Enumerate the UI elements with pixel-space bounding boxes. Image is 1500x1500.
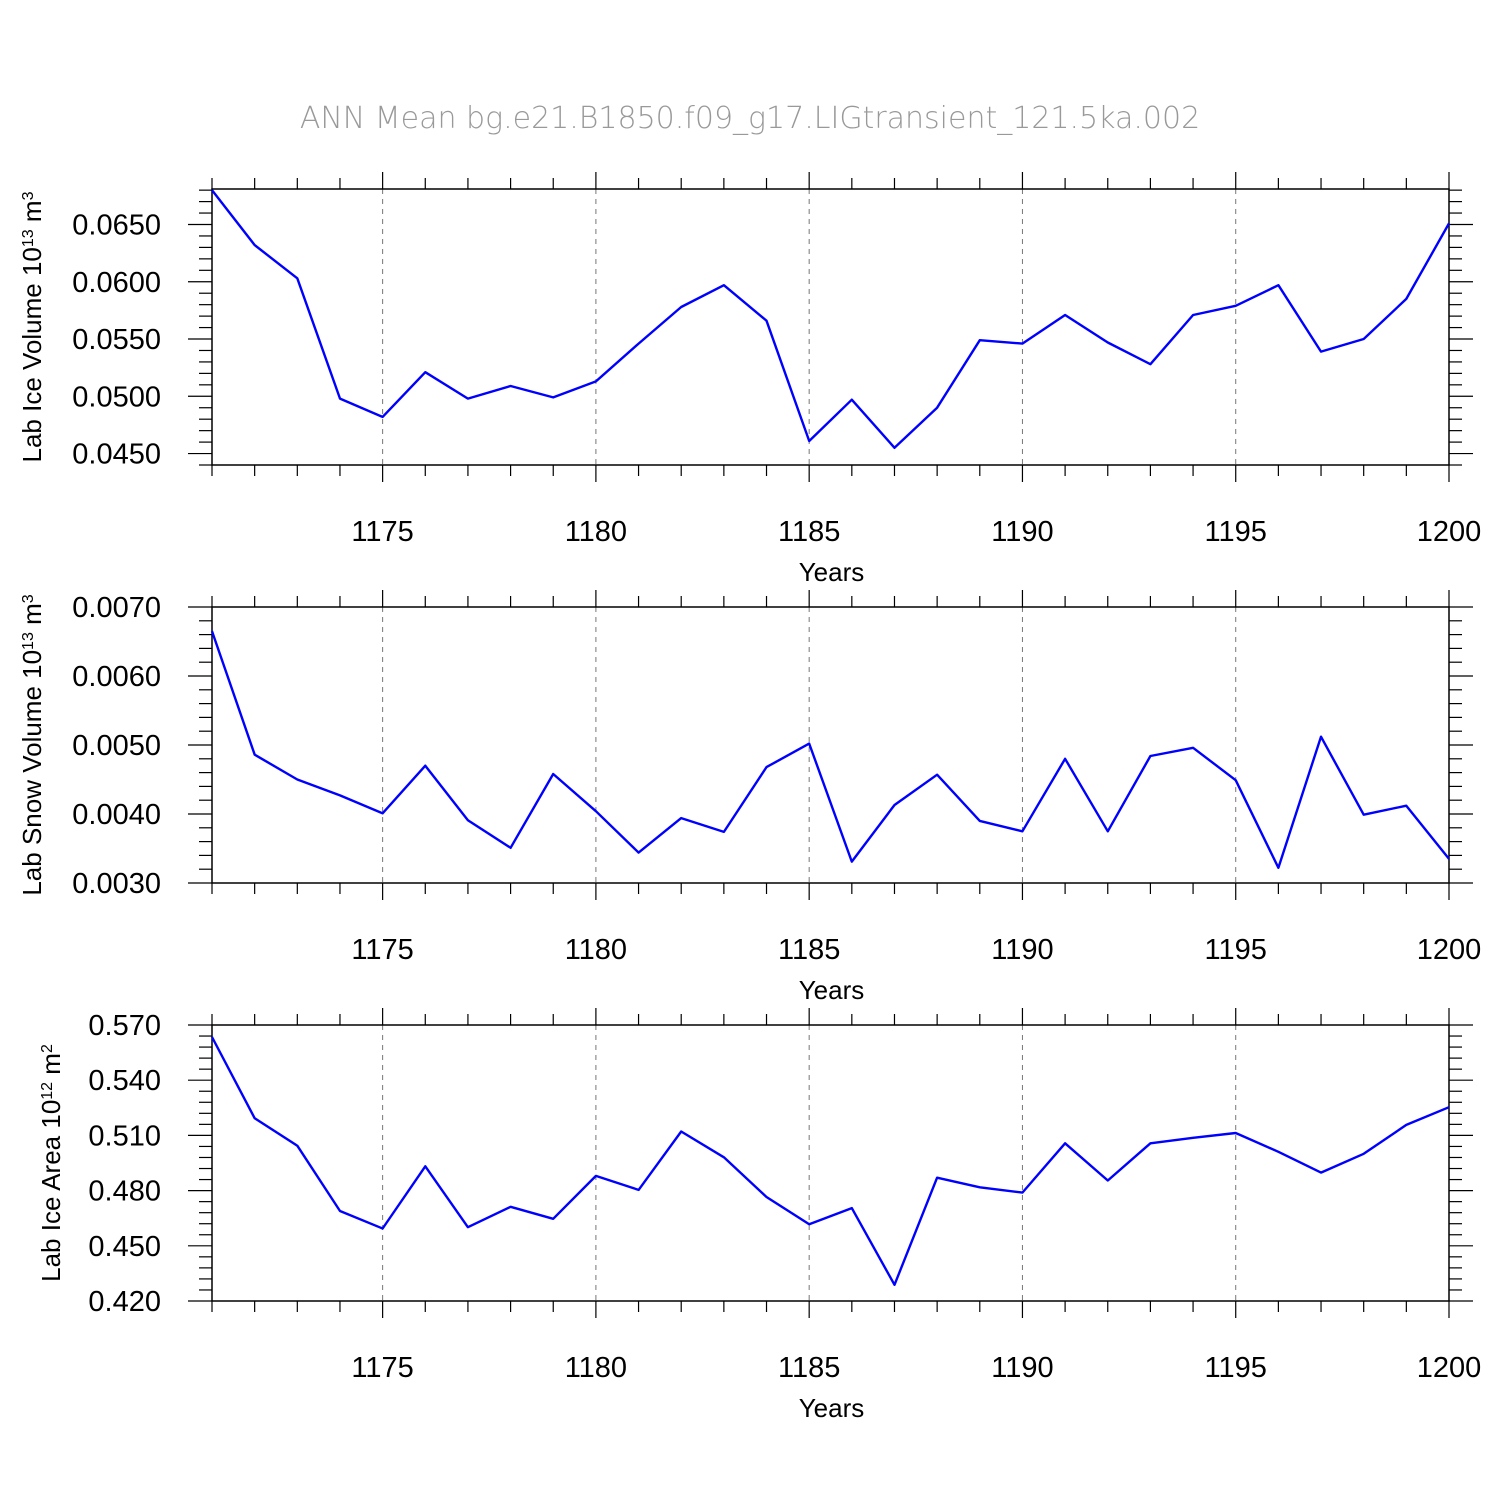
plot-frame [211, 606, 1450, 884]
y-tick-label: 0.0550 [72, 324, 161, 356]
x-tick-label: 1195 [1205, 1352, 1267, 1384]
y-axis-unit-exponent: 13 [20, 229, 37, 247]
y-axis-label-text: Lab Ice Volume 10 [17, 247, 47, 462]
figure-title: ANN Mean bg.e21.B1850.f09_g17.LIGtransie… [300, 101, 1200, 136]
y-axis-unit-exponent: 12 [39, 1082, 56, 1100]
series-line [210, 630, 1450, 869]
y-axis-unit-power: 3 [20, 191, 37, 200]
series-line [210, 1036, 1450, 1287]
y-tick-label: 0.570 [88, 1010, 161, 1042]
y-tick-label: 0.0450 [72, 439, 161, 471]
x-tick-label: 1180 [565, 516, 627, 548]
x-tick-label: 1195 [1205, 934, 1267, 966]
y-axis-unit-power: 2 [39, 1044, 56, 1053]
x-axis-label: Years [799, 557, 865, 587]
x-tick-label: 1175 [351, 516, 413, 548]
panel-ice-volume: 1175 1180 1185 1190 1195 1200 0.0450 0.0500 0.05… [17, 172, 1481, 587]
y-tick-label: 0.480 [88, 1176, 161, 1208]
y-axis-label: Lab Ice Area 1012 m2 [36, 1044, 66, 1282]
x-tick-label: 1190 [991, 1352, 1053, 1384]
y-tick-label: 0.0060 [72, 661, 161, 693]
y-tick-label: 0.0040 [72, 799, 161, 831]
x-tick-label: 1180 [565, 934, 627, 966]
x-tick-label: 1190 [991, 934, 1053, 966]
y-tick-label: 0.450 [88, 1231, 161, 1263]
x-tick-label: 1175 [351, 934, 413, 966]
y-tick-label: 0.0500 [72, 381, 161, 413]
x-tick-label: 1185 [778, 1352, 840, 1384]
x-tick-label: 1200 [1417, 516, 1482, 548]
x-tick-label: 1200 [1417, 1352, 1482, 1384]
y-axis-label: Lab Snow Volume 1013 m3 [17, 594, 47, 895]
x-tick-label: 1180 [565, 1352, 627, 1384]
y-axis-label-text: Lab Ice Area 10 [36, 1100, 66, 1282]
series-line [211, 189, 1451, 449]
panel-snow-volume: 1175 1180 1185 1190 1195 1200 0.0030 0.0040 0.00… [17, 590, 1481, 1005]
x-tick-label: 1175 [351, 1352, 413, 1384]
y-axis-unit: m [36, 1053, 66, 1082]
plot-frame [211, 188, 1450, 466]
y-axis-unit: m [17, 200, 47, 229]
x-tick-label: 1185 [778, 934, 840, 966]
x-tick-label: 1185 [778, 516, 840, 548]
x-tick-label: 1195 [1205, 516, 1267, 548]
y-tick-label: 0.0650 [72, 210, 161, 242]
y-tick-label: 0.420 [88, 1286, 161, 1318]
y-axis-unit-exponent: 13 [20, 632, 37, 650]
y-axis-unit: m [17, 603, 47, 632]
y-tick-label: 0.510 [88, 1120, 161, 1152]
y-axis-unit-power: 3 [20, 594, 37, 603]
x-tick-label: 1190 [991, 516, 1053, 548]
x-axis-label: Years [799, 1393, 865, 1423]
y-tick-label: 0.0600 [72, 267, 161, 299]
panel-ice-area: 1175 1180 1185 1190 1195 1200 0.420 0.450 0.480 0… [36, 1008, 1481, 1423]
x-axis-label: Years [799, 975, 865, 1005]
y-axis-label: Lab Ice Volume 1013 m3 [17, 191, 47, 462]
y-tick-label: 0.0050 [72, 730, 161, 762]
y-axis-label-text: Lab Snow Volume 10 [17, 650, 47, 896]
x-tick-label: 1200 [1417, 934, 1482, 966]
y-tick-label: 0.0070 [72, 592, 161, 624]
y-tick-label: 0.540 [88, 1065, 161, 1097]
y-tick-label: 0.0030 [72, 868, 161, 900]
plot-frame [211, 1024, 1450, 1302]
